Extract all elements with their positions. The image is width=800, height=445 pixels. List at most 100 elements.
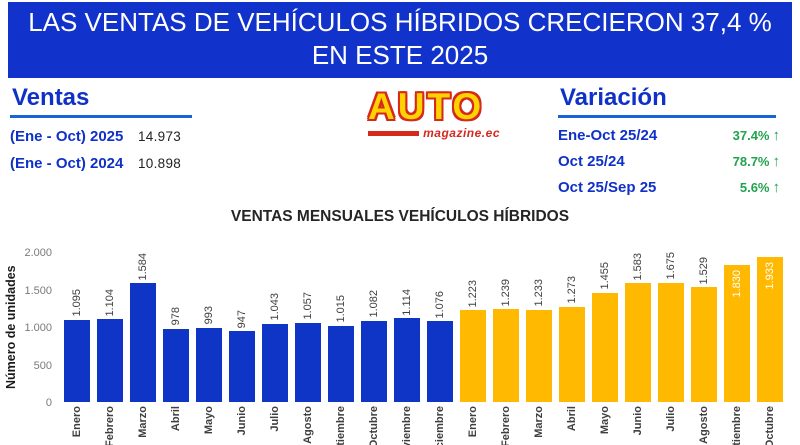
series-2025: 1.223 Enero 1.239 Febrero 1.233 Marzo 1.273 Abr… xyxy=(460,252,783,445)
value-label: 1.675 xyxy=(665,252,677,280)
ventas-row-2024: (Ene - Oct) 2024 10.898 xyxy=(10,155,310,172)
bar-plot-cell: 1.529 xyxy=(691,252,717,402)
month-label-cell: Agosto xyxy=(302,406,314,445)
month-label: Mayo xyxy=(203,406,215,435)
bar-plot-cell: 1.830 xyxy=(724,252,750,402)
bar-column: 1.675 Julio xyxy=(658,252,684,445)
bar-2025-Enero xyxy=(460,310,486,402)
bar-column: 1.583 Junio xyxy=(625,252,651,445)
bar-plot-cell: 1.015 xyxy=(328,252,354,402)
y-tick-label: 500 xyxy=(33,359,52,372)
month-label: Abril xyxy=(566,406,578,432)
logo-subtext: magazine.ec xyxy=(423,126,500,140)
bar-2024-Agosto xyxy=(295,322,321,402)
month-label: Junio xyxy=(632,406,644,436)
value-label: 1.015 xyxy=(335,295,347,323)
month-label-cell: Noviembre xyxy=(401,406,413,445)
bar-plot-cell: 1.584 xyxy=(130,252,156,402)
bar-2025-Febrero xyxy=(493,309,519,402)
bar-plot-cell: 1.043 xyxy=(262,252,288,402)
month-label: Agosto xyxy=(698,406,710,444)
bar-column: 1.529 Agosto xyxy=(691,252,717,445)
summary-section: Ventas (Ene - Oct) 2025 14.973 (Ene - Oc… xyxy=(0,78,800,196)
bar-plot-cell: 1.675 xyxy=(658,252,684,402)
bar-column: 1.114 Noviembre xyxy=(394,252,420,445)
value-label: 1.584 xyxy=(137,252,149,281)
bar-column: 1.933 Octubre xyxy=(757,252,783,445)
bar-column: 1.273 Abril xyxy=(559,252,585,445)
variacion-panel: Variación Ene-Oct 25/24 37.4% ↑ Oct 25/24… xyxy=(558,84,790,196)
value-label: 993 xyxy=(203,306,215,325)
month-label-cell: Abril xyxy=(170,406,182,445)
y-tick-label: 1.000 xyxy=(24,322,52,334)
month-label-cell: Septiembre xyxy=(731,406,743,445)
bar-2024-Octubre xyxy=(361,320,387,402)
month-label-cell: Julio xyxy=(269,406,281,445)
variacion-row-ene-oct: Ene-Oct 25/24 37.4% ↑ xyxy=(558,127,780,144)
monthly-sales-bar-chart: Número de unidades 0 500 1.000 1.500 2.000 1… xyxy=(0,247,800,445)
bar-column: 1.076 Diciembre xyxy=(427,252,453,445)
month-label: Abril xyxy=(170,406,182,432)
bar-plot-cell: 1.233 xyxy=(526,252,552,402)
value-label: 947 xyxy=(236,309,248,328)
month-label-cell: Julio xyxy=(665,406,677,445)
month-label-cell: Octubre xyxy=(368,406,380,445)
value-label: 1.082 xyxy=(368,290,380,318)
value-label: 1.239 xyxy=(500,278,512,307)
month-label-cell: Junio xyxy=(632,406,644,445)
bar-2025-Mayo xyxy=(592,292,618,402)
bar-column: 1.830 Septiembre xyxy=(724,252,750,445)
month-label: Octubre xyxy=(764,406,776,445)
month-label: Julio xyxy=(665,406,677,432)
value-label: 1.529 xyxy=(698,256,710,285)
month-label-cell: Agosto xyxy=(698,406,710,445)
bar-2025-Abril xyxy=(559,306,585,402)
month-label-cell: Marzo xyxy=(137,406,149,445)
bar-column: 1.015 Septiembre xyxy=(328,252,354,445)
month-label: Junio xyxy=(236,406,248,436)
y-tick-label: 2.000 xyxy=(24,247,52,259)
bar-2024-Noviembre xyxy=(394,318,420,402)
month-label: Febrero xyxy=(500,406,512,445)
bar-2025-Agosto xyxy=(691,287,717,402)
logo-red-bar xyxy=(368,130,420,136)
month-label-cell: Junio xyxy=(236,406,248,445)
variacion-row-value: 78.7% ↑ xyxy=(732,153,781,170)
logo-wordmark: AUTO xyxy=(368,86,485,127)
month-label: Febrero xyxy=(104,406,116,445)
ventas-title: Ventas xyxy=(12,84,90,111)
y-tick-label: 0 xyxy=(45,397,52,409)
bar-column: 1.455 Mayo xyxy=(592,252,618,445)
up-arrow-icon: ↑ xyxy=(772,153,781,170)
month-label-cell: Febrero xyxy=(104,406,116,445)
bar-column: 993 Mayo xyxy=(196,252,222,445)
bar-2024-Julio xyxy=(262,323,288,402)
bar-column: 1.104 Febrero xyxy=(97,252,123,445)
month-label-cell: Enero xyxy=(467,406,479,445)
value-label: 1.933 xyxy=(764,262,776,290)
month-label: Julio xyxy=(269,406,281,432)
y-tick-label: 1.500 xyxy=(24,284,52,297)
variacion-row-label: Ene-Oct 25/24 xyxy=(558,127,658,144)
bar-column: 1.233 Marzo xyxy=(526,252,552,445)
month-label: Enero xyxy=(71,406,83,438)
value-label: 1.057 xyxy=(302,292,314,320)
bar-plot-cell: 1.455 xyxy=(592,252,618,402)
bar-plot-cell: 1.104 xyxy=(97,252,123,402)
value-label: 1.114 xyxy=(401,288,413,316)
month-label-cell: Enero xyxy=(71,406,83,445)
headline-text: LAS VENTAS DE VEHÍCULOS HÍBRIDOS CRECIER… xyxy=(28,7,772,70)
month-label-cell: Diciembre xyxy=(434,406,446,445)
variacion-row-oct-sep: Oct 25/Sep 25 5.6% ↑ xyxy=(558,179,780,196)
bar-plot-cell: 1.114 xyxy=(394,252,420,402)
month-label: Septiembre xyxy=(731,406,743,445)
month-label: Octubre xyxy=(368,406,380,445)
month-label: Diciembre xyxy=(434,406,446,445)
bar-2025-Octubre: 1.933 xyxy=(757,257,783,402)
ventas-panel: Ventas (Ene - Oct) 2025 14.973 (Ene - Oc… xyxy=(10,84,310,172)
value-label: 1.095 xyxy=(71,289,83,317)
bar-2025-Julio xyxy=(658,282,684,402)
value-label: 1.223 xyxy=(467,279,479,308)
variacion-row-oct: Oct 25/24 78.7% ↑ xyxy=(558,153,780,170)
